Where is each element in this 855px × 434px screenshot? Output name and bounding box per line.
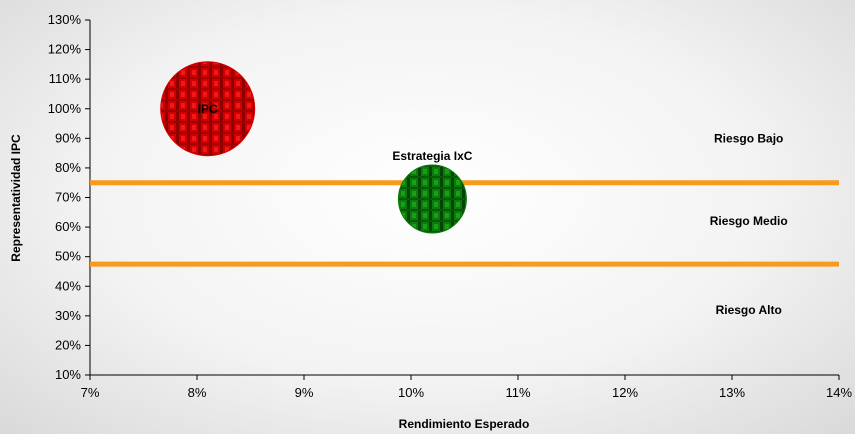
x-tick-label: 10% — [398, 385, 424, 400]
risk-zones: Riesgo Bajo Riesgo Medio Riesgo Alto — [710, 131, 788, 317]
y-tick-label: 80% — [55, 160, 81, 175]
y-tick-label: 60% — [55, 219, 81, 234]
zone-label: Riesgo Alto — [716, 303, 782, 317]
x-tick-label: 14% — [826, 385, 852, 400]
x-axis-title: Rendimiento Esperado — [399, 417, 530, 431]
point-bubble — [160, 61, 256, 157]
axes: 10% 20% 30% 40% 50% 60% 70% 80% 90% 100% 110% 120% 1… — [48, 12, 853, 400]
y-tick-label: 70% — [55, 190, 81, 205]
x-tick-label: 13% — [719, 385, 745, 400]
y-tick-label: 40% — [55, 278, 81, 293]
y-tick-label: 90% — [55, 130, 81, 145]
y-tick-label: 30% — [55, 308, 81, 323]
point-bubble — [397, 164, 467, 234]
y-tick-label: 130% — [48, 12, 82, 27]
y-tick-label: 110% — [49, 71, 82, 86]
y-tick-label: 20% — [55, 337, 81, 352]
point-label: IPC — [198, 102, 218, 116]
y-tick-label: 50% — [55, 249, 81, 264]
zone-label: Riesgo Medio — [710, 214, 788, 228]
data-points: IPC Estrategia IxC — [160, 61, 473, 234]
y-axis-title: Representatividad IPC — [9, 134, 23, 262]
x-tick-label: 7% — [81, 385, 100, 400]
y-tick-label: 100% — [48, 101, 82, 116]
y-tick-label: 10% — [55, 367, 81, 382]
point-label: Estrategia IxC — [392, 149, 472, 163]
x-tick-label: 11% — [505, 385, 530, 400]
zone-label: Riesgo Bajo — [714, 131, 783, 145]
threshold-lines — [90, 180, 839, 267]
x-tick-label: 8% — [188, 385, 207, 400]
x-tick-label: 9% — [295, 385, 314, 400]
x-tick-label: 12% — [612, 385, 638, 400]
y-tick-label: 120% — [48, 42, 82, 57]
